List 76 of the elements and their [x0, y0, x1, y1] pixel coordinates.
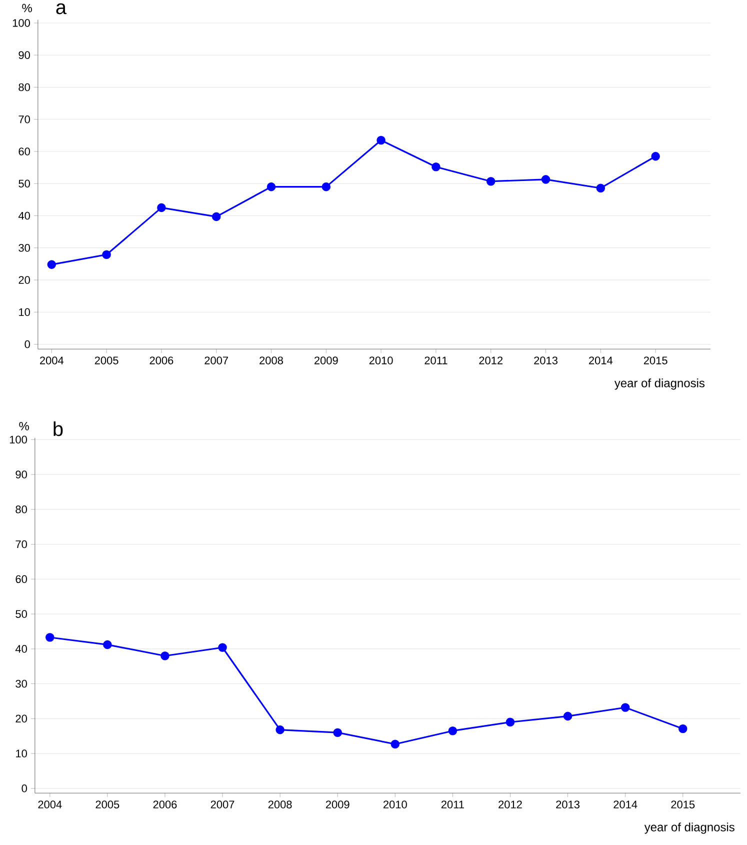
y-tick-label: 50	[18, 180, 30, 188]
y-tick-label: 40	[15, 645, 27, 653]
point	[212, 212, 221, 222]
y-tick-label: 30	[18, 244, 30, 252]
x-tick-label: 2005	[94, 356, 118, 364]
y-tick-label: 20	[18, 276, 30, 284]
point	[541, 175, 550, 184]
y-axis-title: %	[18, 422, 29, 430]
x-axis-title: year of diagnosis	[644, 822, 734, 834]
x-tick-label: 2013	[556, 800, 580, 808]
point	[596, 184, 605, 192]
y-tick-label: 90	[16, 470, 27, 478]
x-tick-label: 2006	[150, 356, 173, 364]
y-tick-label: 80	[15, 505, 27, 514]
point	[448, 726, 457, 736]
x-tick-label: 2007	[204, 356, 228, 364]
x-tick-label: 2014	[613, 800, 638, 808]
point	[376, 136, 386, 145]
x-axis-title: year of diagnosis	[614, 378, 704, 390]
point	[102, 250, 111, 259]
y-tick-label: 0	[22, 784, 27, 792]
point	[45, 632, 54, 642]
y-tick-label: 90	[18, 51, 30, 59]
point	[620, 703, 630, 712]
point	[333, 728, 342, 737]
x-tick-label: 2004	[40, 356, 64, 364]
y-tick-label: 80	[18, 83, 30, 92]
x-tick-label: 2015	[644, 356, 668, 364]
x-tick-label: 2012	[498, 800, 522, 808]
y-tick-label: 70	[16, 540, 27, 548]
point	[650, 152, 660, 161]
x-tick-label: 2006	[153, 800, 177, 808]
y-tick-label: 50	[15, 610, 27, 618]
y-tick-label: 10	[18, 308, 30, 316]
x-tick-label: 2008	[268, 800, 292, 808]
x-tick-label: 2010	[383, 800, 407, 808]
y-tick-label: 60	[18, 148, 30, 156]
y-tick-label: 100	[12, 19, 30, 27]
point	[102, 640, 112, 650]
x-tick-label: 2011	[424, 356, 448, 364]
x-tick-label: 2007	[210, 800, 234, 808]
x-tick-label: 2012	[479, 356, 502, 364]
x-tick-label: 2004	[38, 800, 62, 808]
point	[390, 740, 400, 748]
point	[431, 162, 440, 172]
point	[486, 176, 496, 186]
point	[506, 718, 514, 727]
y-tick-label: 0	[24, 340, 30, 348]
point	[266, 182, 276, 192]
point	[218, 643, 227, 652]
x-tick-label: 2015	[671, 800, 694, 808]
x-tick-label: 2005	[96, 800, 119, 808]
x-tick-label: 2009	[326, 800, 350, 808]
point	[47, 260, 56, 269]
point	[322, 182, 330, 192]
x-tick-label: 2014	[588, 356, 612, 364]
y-tick-label: 10	[16, 750, 27, 758]
y-tick-label: 100	[10, 436, 27, 444]
chart-title: b	[54, 421, 62, 436]
point	[275, 725, 284, 734]
point	[156, 203, 166, 212]
x-tick-label: 2009	[314, 356, 338, 364]
x-tick-label: 2011	[441, 800, 464, 808]
chart-title: a	[56, 3, 66, 14]
point	[678, 724, 688, 734]
y-tick-label: 20	[16, 714, 27, 723]
y-tick-label: 40	[18, 212, 30, 220]
x-tick-label: 2008	[259, 356, 283, 364]
y-tick-label: 70	[18, 115, 30, 124]
point	[160, 651, 170, 660]
point	[563, 712, 572, 721]
y-tick-label: 30	[15, 680, 27, 688]
x-tick-label: 2010	[369, 356, 393, 364]
y-axis-title: %	[22, 4, 32, 12]
x-tick-label: 2013	[534, 356, 558, 364]
y-tick-label: 60	[16, 575, 27, 584]
